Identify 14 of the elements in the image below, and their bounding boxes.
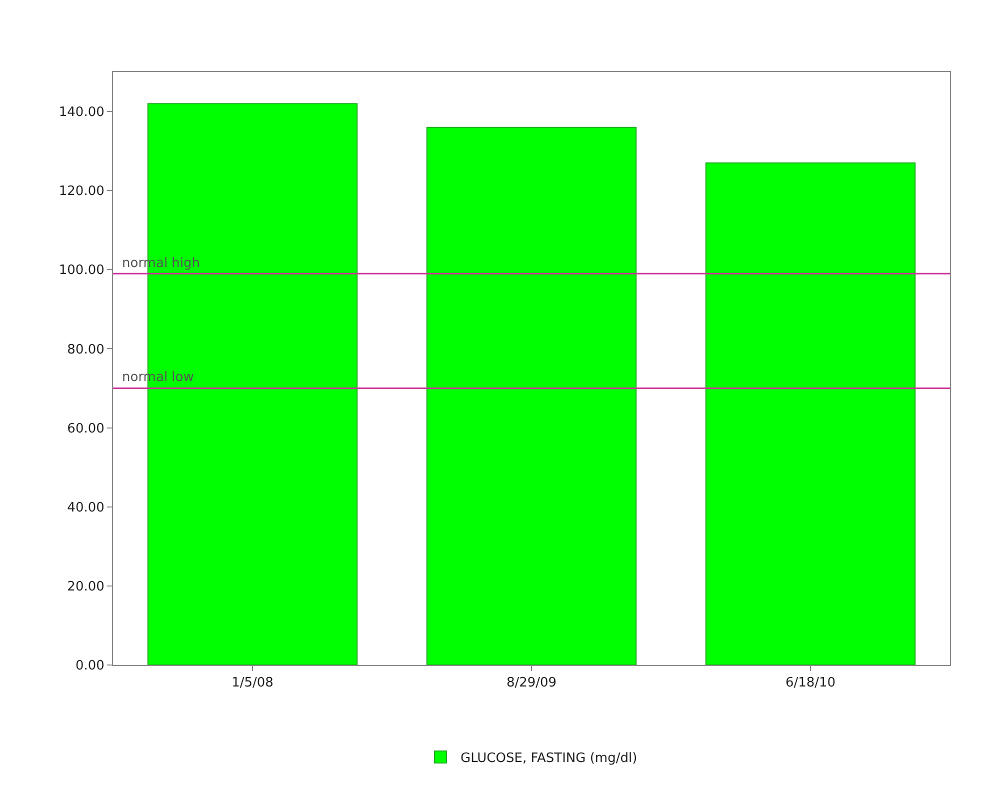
y-tick-label: 20.00 xyxy=(67,579,104,594)
y-tick-label: 140.00 xyxy=(58,105,104,120)
y-tick-label: 40.00 xyxy=(67,500,104,516)
y-tick-label: 60.00 xyxy=(67,421,104,436)
x-tick-label: 1/5/08 xyxy=(232,676,274,691)
x-tick-label: 8/29/09 xyxy=(506,676,557,691)
y-tick-label: 80.00 xyxy=(67,342,104,358)
y-tick-label: 0.00 xyxy=(75,658,104,674)
y-tick-label: 100.00 xyxy=(58,263,104,278)
bar xyxy=(426,126,637,665)
bar xyxy=(705,162,916,665)
legend-label: GLUCOSE, FASTING (mg/dl) xyxy=(460,751,638,766)
y-tick-label: 120.00 xyxy=(58,184,104,200)
x-tick-label: 6/18/10 xyxy=(785,676,836,691)
